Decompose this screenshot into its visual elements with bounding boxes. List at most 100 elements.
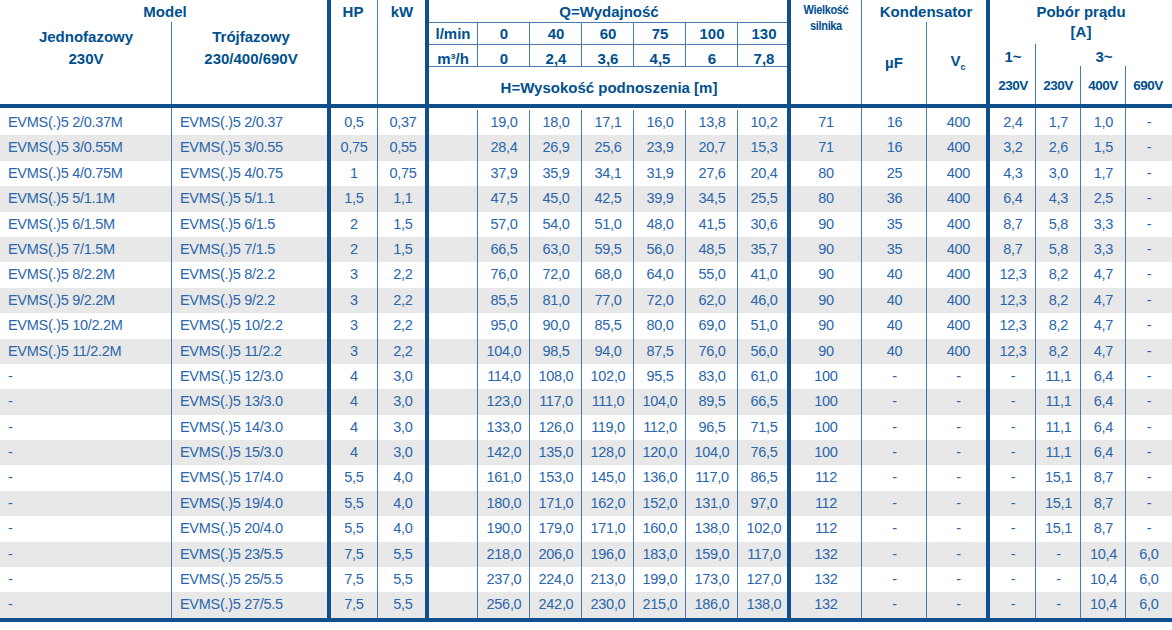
head-at-75: 120,0: [634, 440, 686, 465]
model-three-phase: EVMS(.)5 17/4.0: [172, 465, 330, 490]
unit-spacer: [428, 212, 478, 237]
motor-size: 71: [790, 135, 862, 160]
pump-spec-table: Model Jednofazowy 230V Trójfazowy 230/40…: [0, 0, 1172, 630]
head-at-0: 104,0: [478, 339, 530, 364]
unit-spacer: [428, 415, 478, 440]
amps-3ph-230v: -: [1036, 542, 1081, 567]
amps-3ph-690v: 6,0: [1126, 567, 1172, 592]
head-at-130: 117,0: [738, 542, 790, 567]
unit-spacer: [428, 491, 478, 516]
motor-size: 90: [790, 212, 862, 237]
head-at-75: 23,9: [634, 135, 686, 160]
amps-1ph-230v: 3,2: [990, 135, 1036, 160]
head-at-130: 138,0: [738, 592, 790, 617]
model-single-phase: EVMS(.)5 2/0.37M: [0, 110, 172, 135]
motor-size: 100: [790, 440, 862, 465]
head-at-130: 41,0: [738, 262, 790, 287]
amps-3ph-400v: 10,4: [1081, 592, 1126, 617]
head-at-130: 102,0: [738, 516, 790, 541]
head-at-0: 76,0: [478, 262, 530, 287]
model-three-phase: EVMS(.)5 14/3.0: [172, 415, 330, 440]
capacitor-vc: -: [927, 567, 990, 592]
motor-size: 100: [790, 364, 862, 389]
capacitor-uf-header: µF: [885, 55, 903, 70]
model-single-phase: EVMS(.)5 3/0.55M: [0, 135, 172, 160]
grid-line: [986, 0, 990, 622]
grid-line: [787, 0, 791, 622]
head-at-0: 95,0: [478, 313, 530, 338]
amps-1ph-230v: 2,4: [990, 110, 1036, 135]
head-at-100: 83,0: [686, 364, 738, 389]
head-at-40: 81,0: [530, 288, 582, 313]
current-unit-header: [A]: [1071, 24, 1092, 39]
amps-3ph-230v: 8,2: [1036, 313, 1081, 338]
capacitor-vc: -: [927, 389, 990, 414]
kw-value: 1,1: [378, 186, 428, 211]
head-at-60: 42,5: [582, 186, 634, 211]
amps-3ph-690v: -: [1126, 110, 1172, 135]
amps-3ph-400v: 2,5: [1081, 186, 1126, 211]
table-row: EVMS(.)5 10/2.2MEVMS(.)5 10/2.232,295,09…: [0, 313, 1172, 338]
amps-3ph-230v: 8,2: [1036, 288, 1081, 313]
head-at-40: 206,0: [530, 542, 582, 567]
unit-spacer: [428, 313, 478, 338]
head-at-0: 37,9: [478, 161, 530, 186]
model-three-phase-label: Trójfazowy: [212, 29, 290, 44]
kw-value: 2,2: [378, 339, 428, 364]
amps-3ph-230v: -: [1036, 567, 1081, 592]
amps-3ph-400v: 4,7: [1081, 339, 1126, 364]
kw-value: 5,5: [378, 592, 428, 617]
model-three-phase: EVMS(.)5 9/2.2: [172, 288, 330, 313]
motor-size: 112: [790, 491, 862, 516]
unit-spacer: [428, 110, 478, 135]
capacitor-uf: 35: [862, 212, 927, 237]
kw-value: 5,5: [378, 567, 428, 592]
capacitor-vc: 400: [927, 262, 990, 287]
amps-3ph-400v: 4,7: [1081, 262, 1126, 287]
table-row: -EVMS(.)5 19/4.05,54,0180,0171,0162,0152…: [0, 491, 1172, 516]
motor-size: 71: [790, 110, 862, 135]
head-at-40: 135,0: [530, 440, 582, 465]
grid-line: [429, 44, 789, 45]
capacitor-uf: -: [862, 440, 927, 465]
amps-3ph-690v: -: [1126, 339, 1172, 364]
table-row: EVMS(.)5 3/0.55MEVMS(.)5 3/0.550,750,552…: [0, 135, 1172, 160]
amps-3ph-690v: -: [1126, 212, 1172, 237]
capacitor-uf: 40: [862, 288, 927, 313]
model-three-phase: EVMS(.)5 19/4.0: [172, 491, 330, 516]
head-at-75: 80,0: [634, 313, 686, 338]
model-three-phase: EVMS(.)5 13/3.0: [172, 389, 330, 414]
capacitor-uf: -: [862, 516, 927, 541]
capacitor-uf: 35: [862, 237, 927, 262]
amps-3ph-400v: 8,7: [1081, 516, 1126, 541]
head-at-60: 17,1: [582, 110, 634, 135]
motor-size: 112: [790, 465, 862, 490]
head-at-100: 186,0: [686, 592, 738, 617]
table-row: EVMS(.)5 4/0.75MEVMS(.)5 4/0.7510,7537,9…: [0, 161, 1172, 186]
kw-value: 2,2: [378, 288, 428, 313]
amps-1ph-230v: 12,3: [990, 262, 1036, 287]
head-at-0: 256,0: [478, 592, 530, 617]
model-single-phase: EVMS(.)5 4/0.75M: [0, 161, 172, 186]
head-at-130: 30,6: [738, 212, 790, 237]
amps-3ph-690v: -: [1126, 262, 1172, 287]
unit-spacer: [428, 262, 478, 287]
head-at-100: 89,5: [686, 389, 738, 414]
flow-m3h-value: 4,5: [650, 51, 671, 66]
grid-line: [429, 22, 789, 23]
flow-m3h-value: 3,6: [598, 51, 619, 66]
motor-size: 112: [790, 516, 862, 541]
amps-3ph-400v: 8,7: [1081, 491, 1126, 516]
head-at-60: 119,0: [582, 415, 634, 440]
model-three-phase: EVMS(.)5 11/2.2: [172, 339, 330, 364]
amps-3ph-400v: 1,5: [1081, 135, 1126, 160]
model-three-phase: EVMS(.)5 20/4.0: [172, 516, 330, 541]
model-three-phase: EVMS(.)5 8/2.2: [172, 262, 330, 287]
head-at-130: 97,0: [738, 491, 790, 516]
grid-line: [737, 110, 738, 618]
head-at-130: 76,5: [738, 440, 790, 465]
head-title: H=Wysokość podnoszenia [m]: [501, 80, 718, 95]
model-single-phase-voltage: 230V: [68, 51, 103, 66]
unit-spacer: [428, 465, 478, 490]
grid-line: [1125, 66, 1126, 618]
